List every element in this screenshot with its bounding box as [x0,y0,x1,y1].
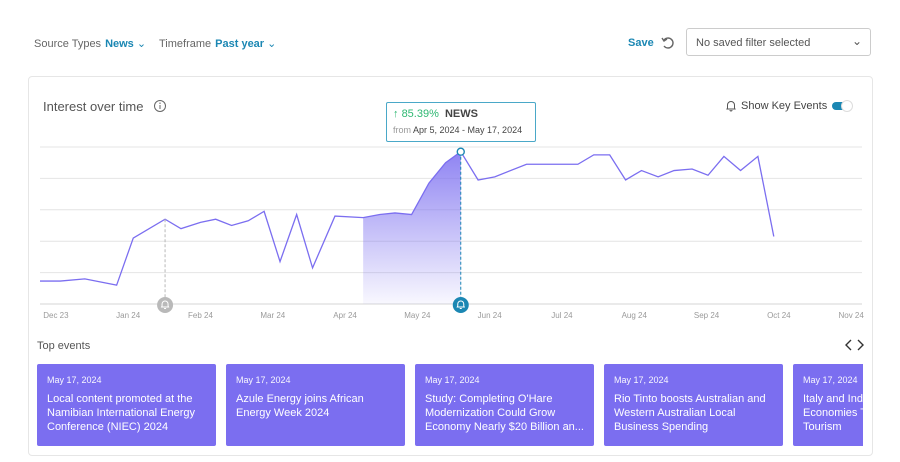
range: Apr 5, 2024 - May 17, 2024 [413,125,523,135]
bell-bg [452,297,469,313]
x-tick-label: Jul 24 [551,311,573,320]
event-title-line: Modernization Could Grow [425,407,556,419]
event-date: May 17, 2024 [236,375,291,385]
event-title-line: Business Spending [614,421,709,433]
x-tick-label: Dec 23 [43,311,69,320]
x-tick-label: Nov 24 [838,311,864,320]
chart: Dec 23 Jan 24 Feb 24 Mar 24 Apr 24 May 24 Jun … [40,146,864,320]
event-title-line: Economy Nearly $20 Billion an... [425,421,584,433]
event-date: May 17, 2024 [803,375,858,385]
selected-point [456,147,465,156]
x-tick-label: Aug 24 [622,311,648,320]
x-tick-label: Feb 24 [188,311,213,320]
chart-title: Interest over time [43,99,144,114]
source-filter[interactable]: Source Types News ⌄ [34,38,147,50]
event-title-line: Namibian International Energy [47,407,195,419]
label: Timeframe [159,38,212,50]
x-tick-label: Jan 24 [116,311,141,320]
event-title-line: Rio Tinto boosts Australian and [614,393,766,405]
bell-glyph [160,300,170,309]
event-title-line: Economies T [803,407,863,419]
change: ↑ 85.39% [393,108,439,120]
value: Past year [215,38,265,50]
key-event-bell[interactable] [452,297,469,313]
event-title-line: Azule Energy joins African [236,393,364,405]
highlight-area [363,151,461,304]
event-title-line: Conference (NIEC) 2024 [47,421,169,433]
event-date: May 17, 2024 [425,375,480,385]
key-event-bell[interactable] [157,297,174,313]
event-card[interactable]: May 17, 2024 Study: Completing O'Hare Mode… [415,364,594,446]
series-name: NEWS [444,108,478,120]
label: Source Types [34,38,102,50]
series-line [40,150,775,286]
save-button[interactable]: Save [628,37,654,49]
events-list: May 17, 2024 Local content promoted at th… [37,364,863,448]
reset-icon[interactable] [660,35,676,51]
top-events-title: Top events [37,340,91,352]
saved-filter-select[interactable]: No saved filter selected ⌄ [686,28,871,56]
value: News [105,38,134,50]
event-card[interactable]: May 17, 2024 Azule Energy joins African En… [226,364,405,446]
event-title-line: Energy Week 2024 [236,407,330,419]
info-icon[interactable] [153,99,167,113]
event-title-line: Western Australian Local [614,407,736,419]
from-label: from [393,125,411,135]
x-tick-label: Sep 24 [694,311,720,320]
event-card[interactable]: May 17, 2024 Italy and Ind Economies T Tour… [793,364,863,446]
tooltip: ↑ 85.39% NEWS from Apr 5, 2024 - May 17,… [386,102,536,142]
x-tick-label: Jun 24 [478,311,503,320]
event-card[interactable]: May 17, 2024 Local content promoted at th… [37,364,216,446]
chart-card [28,76,873,456]
carousel-arrows[interactable] [842,338,866,352]
select-text: No saved filter selected [696,37,811,49]
x-tick-label: Oct 24 [767,311,791,320]
x-tick-label: Mar 24 [260,311,285,320]
change-value: 85.39% [401,108,439,120]
event-title-line: Tourism [803,421,842,433]
event-title-line: Study: Completing O'Hare [425,393,553,405]
bell-bg [157,297,174,313]
event-title-line: Local content promoted at the [47,393,193,405]
x-tick-label: May 24 [404,311,431,320]
x-tick-label: Apr 24 [333,311,357,320]
key-events-toggle[interactable] [830,99,856,113]
event-date: May 17, 2024 [47,375,102,385]
timeframe-filter[interactable]: Timeframe Past year ⌄ [159,38,277,50]
bell-icon [726,101,736,112]
bell-glyph [456,300,466,309]
event-title-line: Italy and Ind [803,393,863,405]
toggle-label: Show Key Events [741,100,828,112]
event-card[interactable]: May 17, 2024 Rio Tinto boosts Australian … [604,364,783,446]
event-date: May 17, 2024 [614,375,669,385]
